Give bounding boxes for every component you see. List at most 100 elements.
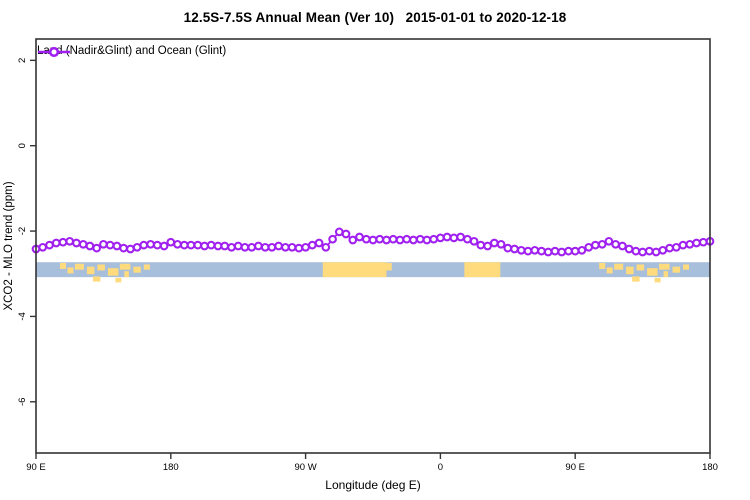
land-patch (683, 264, 690, 270)
data-point (355, 232, 364, 242)
data-point (597, 239, 607, 249)
data-point (564, 246, 573, 256)
data-point (422, 235, 432, 245)
data-point (395, 235, 405, 245)
legend: Land (Nadir&Glint) and Ocean (Glint) (37, 45, 227, 58)
data-point (665, 243, 674, 253)
land-patch (672, 266, 681, 273)
data-point (126, 244, 135, 254)
data-point (523, 246, 533, 256)
land-patch (143, 264, 150, 270)
land-patch (464, 262, 501, 278)
data-point (368, 235, 378, 245)
y-tick-label: -6 (17, 398, 28, 406)
land-patch (97, 264, 105, 271)
data-point (233, 241, 243, 251)
y-tick-label: 2 (17, 58, 28, 63)
data-point (570, 246, 580, 256)
data-point (247, 242, 257, 252)
y-tick-label: -2 (17, 227, 28, 235)
data-point (173, 239, 182, 249)
data-point (321, 242, 331, 252)
data-point (496, 239, 506, 249)
land-patch (59, 262, 66, 269)
land-patch (133, 266, 141, 273)
land-patch (606, 267, 613, 274)
data-point (618, 241, 627, 251)
data-point (537, 246, 546, 256)
data-point (281, 242, 290, 252)
data-point (301, 242, 310, 252)
data-point (78, 239, 88, 249)
data-point (382, 235, 391, 245)
data-point (334, 227, 344, 237)
data-point (206, 240, 216, 250)
data-point (651, 247, 661, 257)
data-point (240, 242, 250, 252)
data-point (105, 240, 115, 250)
data-point (220, 241, 230, 251)
data-point (577, 245, 587, 255)
x-tick-label: 90 E (26, 462, 46, 473)
data-point (557, 247, 567, 257)
data-point (584, 242, 594, 252)
land-patch (74, 263, 84, 270)
data-point (678, 240, 688, 250)
data-point (65, 236, 75, 246)
data-point (159, 241, 169, 251)
data-point (543, 247, 553, 257)
data-point (92, 243, 102, 253)
data-point (254, 241, 263, 251)
data-point (213, 241, 223, 251)
data-point (85, 241, 95, 251)
data-point (436, 233, 445, 243)
data-point (274, 241, 283, 251)
data-point (388, 234, 398, 244)
data-point (402, 234, 412, 244)
land-patch (124, 271, 129, 278)
data-point (267, 242, 277, 252)
data-point (51, 238, 61, 248)
data-point (341, 229, 351, 239)
land-patch (626, 266, 634, 275)
x-tick-label: 180 (163, 462, 179, 473)
data-point (58, 237, 68, 247)
data-point (348, 235, 358, 245)
legend-label: Land (Nadir&Glint) and Ocean (Glint) (37, 45, 227, 57)
data-point (510, 244, 519, 254)
data-point (516, 245, 526, 255)
data-point (483, 241, 492, 251)
data-point (112, 241, 122, 251)
data-point (146, 239, 155, 249)
land-patch (614, 263, 624, 270)
land-patch (647, 268, 658, 276)
x-tick-label: 180 (702, 462, 718, 473)
data-point (638, 247, 647, 257)
data-point (550, 246, 560, 256)
data-point (186, 240, 196, 250)
land-patch (115, 277, 122, 283)
data-point (698, 237, 708, 247)
data-point (38, 242, 48, 252)
data-point (469, 236, 479, 246)
land-patch (322, 262, 387, 278)
data-point (200, 241, 209, 251)
data-point (604, 236, 614, 246)
data-point (449, 233, 459, 243)
chart-title: 12.5S-7.5S Annual Mean (Ver 10) 2015-01-… (183, 10, 567, 25)
data-point (314, 238, 324, 248)
data-point (644, 246, 654, 256)
land-patch (632, 276, 640, 282)
data-point (152, 240, 162, 250)
data-point (307, 240, 317, 250)
land-patch (383, 262, 392, 271)
data-point (227, 242, 236, 252)
x-tick-label: 90 E (565, 462, 585, 473)
data-point (166, 237, 176, 247)
data-point (179, 240, 189, 250)
axis-ticks: 90 E 180 90 W 0 90 E 180 2 0 -2 -4 -6 (17, 58, 718, 473)
data-point (409, 235, 418, 245)
data-point (692, 238, 701, 248)
data-point (476, 240, 486, 250)
